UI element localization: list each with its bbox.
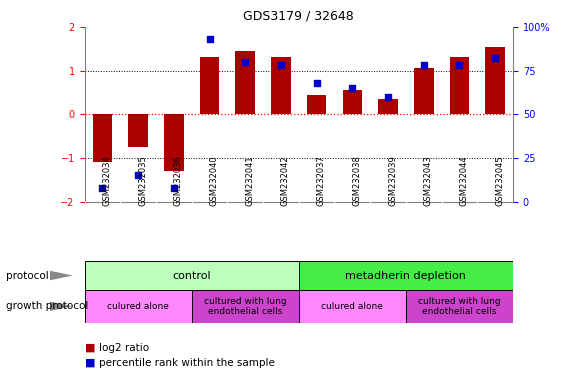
Text: GSM232037: GSM232037 [317,156,326,206]
Bar [343,90,362,114]
Text: cultured with lung
endothelial cells: cultured with lung endothelial cells [418,296,501,316]
Bar [486,46,505,114]
Text: metadherin depletion: metadherin depletion [346,270,466,281]
Point [98,185,107,191]
Point [490,55,500,61]
Bar [298,290,406,323]
Text: ■: ■ [85,358,95,368]
Text: protocol: protocol [6,270,48,281]
Bar [271,58,291,114]
Bar [128,114,148,147]
Bar [449,58,469,114]
Bar [93,114,112,162]
Bar [236,51,255,114]
Text: log2 ratio: log2 ratio [99,343,149,353]
Bar [378,99,398,114]
Text: culured alone: culured alone [321,302,383,311]
Point [241,59,250,65]
Text: growth protocol: growth protocol [6,301,88,311]
Text: GSM232045: GSM232045 [495,156,504,206]
Text: control: control [173,270,211,281]
Text: percentile rank within the sample: percentile rank within the sample [99,358,275,368]
Point [169,185,178,191]
Point [455,62,464,68]
Title: GDS3179 / 32648: GDS3179 / 32648 [244,10,354,23]
Text: GSM232035: GSM232035 [138,156,147,206]
Polygon shape [50,301,73,311]
Point [134,172,143,179]
Bar [85,290,192,323]
Bar [85,261,298,290]
Text: GSM232044: GSM232044 [459,156,469,206]
Bar [406,290,513,323]
Bar [192,290,298,323]
Bar [200,58,219,114]
Text: GSM232034: GSM232034 [103,156,111,206]
Bar [298,261,513,290]
Text: GSM232041: GSM232041 [245,156,254,206]
Text: GSM232038: GSM232038 [352,156,361,206]
Text: GSM232042: GSM232042 [281,156,290,206]
Text: GSM232039: GSM232039 [388,156,397,206]
Point [276,62,286,68]
Bar [307,94,326,114]
Text: GSM232043: GSM232043 [424,156,433,206]
Text: cultured with lung
endothelial cells: cultured with lung endothelial cells [204,296,286,316]
Text: culured alone: culured alone [107,302,169,311]
Bar [164,114,184,171]
Point [312,80,321,86]
Point [419,62,429,68]
Bar [414,68,434,114]
Text: GSM232040: GSM232040 [209,156,219,206]
Text: ■: ■ [85,343,95,353]
Text: GSM232036: GSM232036 [174,156,183,206]
Polygon shape [50,271,73,280]
Point [347,85,357,91]
Point [384,94,393,100]
Point [205,36,214,42]
